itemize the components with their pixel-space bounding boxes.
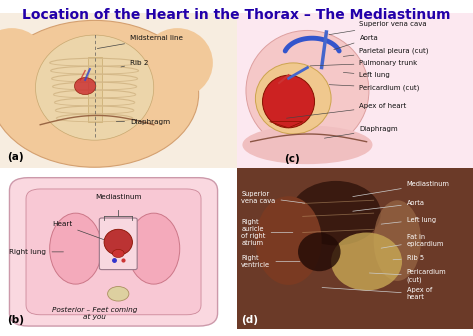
Text: Location of the Heart in the Thorax – The Mediastinum: Location of the Heart in the Thorax – Th… [22, 8, 451, 23]
Text: Superior
vena cava: Superior vena cava [241, 191, 305, 204]
Text: (d): (d) [241, 315, 258, 325]
Text: Rib 5: Rib 5 [393, 255, 424, 261]
Text: Parietal pleura (cut): Parietal pleura (cut) [343, 47, 429, 56]
Text: Right
ventricle: Right ventricle [241, 255, 300, 268]
Text: Aorta: Aorta [353, 201, 425, 211]
Ellipse shape [263, 75, 315, 128]
Text: Right
auricle
of right
atrium: Right auricle of right atrium [241, 219, 293, 246]
Polygon shape [270, 122, 303, 128]
Ellipse shape [142, 28, 213, 98]
Text: (c): (c) [284, 154, 299, 164]
Ellipse shape [242, 126, 373, 164]
Text: Aorta: Aorta [334, 35, 378, 50]
Text: Pericardium (cut): Pericardium (cut) [329, 84, 420, 91]
Ellipse shape [255, 196, 322, 285]
Text: Diaphragm: Diaphragm [324, 126, 398, 138]
Text: Mediastinum: Mediastinum [353, 181, 450, 197]
Text: Mediastinum: Mediastinum [95, 194, 141, 200]
Text: (b): (b) [7, 315, 24, 325]
Text: Apex of heart: Apex of heart [287, 103, 407, 118]
FancyBboxPatch shape [99, 218, 137, 269]
Ellipse shape [0, 28, 47, 98]
Text: Rib 2: Rib 2 [121, 60, 149, 67]
Ellipse shape [374, 200, 421, 281]
Circle shape [112, 249, 124, 257]
Ellipse shape [0, 20, 199, 167]
Text: Diaphragm: Diaphragm [116, 119, 170, 125]
FancyBboxPatch shape [9, 178, 218, 326]
Text: Pulmonary trunk: Pulmonary trunk [310, 60, 418, 66]
FancyBboxPatch shape [26, 189, 201, 315]
Ellipse shape [255, 63, 331, 134]
Ellipse shape [104, 229, 132, 255]
Text: Midsternal line: Midsternal line [97, 35, 183, 48]
Text: Posterior – Feet coming
at you: Posterior – Feet coming at you [52, 306, 137, 320]
Ellipse shape [246, 31, 369, 151]
Text: Right lung: Right lung [9, 249, 63, 255]
Text: (a): (a) [7, 152, 24, 162]
Ellipse shape [35, 35, 154, 140]
Text: Heart: Heart [52, 221, 104, 240]
Text: Fat in
epicardium: Fat in epicardium [381, 234, 444, 248]
Text: Left lung: Left lung [343, 72, 390, 78]
Ellipse shape [291, 181, 381, 245]
Text: Pericardium
(cut): Pericardium (cut) [369, 269, 447, 283]
Ellipse shape [298, 233, 341, 271]
Ellipse shape [331, 233, 402, 291]
Ellipse shape [50, 213, 102, 284]
Bar [88, 57, 102, 122]
Ellipse shape [74, 78, 96, 95]
Text: Apex of
heart: Apex of heart [322, 287, 432, 300]
Text: Left lung: Left lung [381, 217, 436, 224]
Text: Superior vena cava: Superior vena cava [329, 21, 427, 35]
Ellipse shape [108, 287, 129, 301]
Ellipse shape [128, 213, 180, 284]
